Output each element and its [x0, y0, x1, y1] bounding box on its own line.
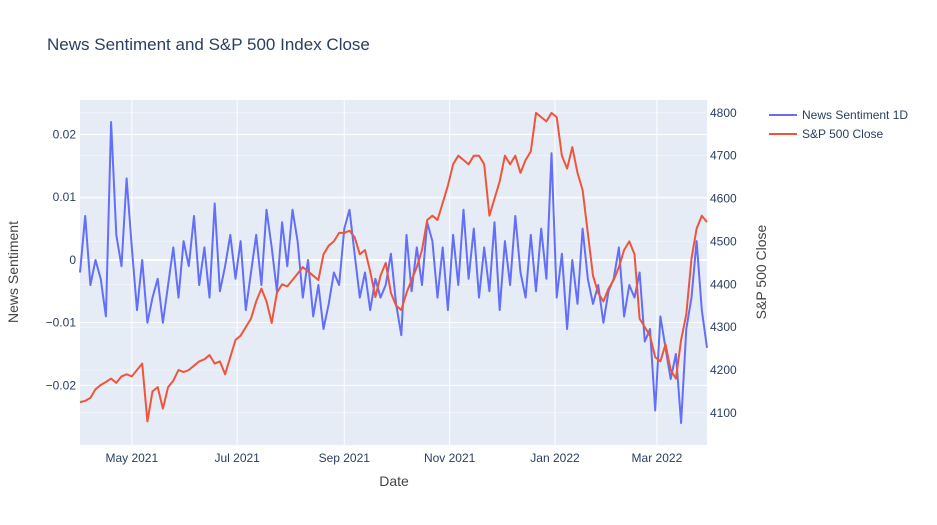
- series-line-news-sentiment-1d: [79, 121, 708, 424]
- x-axis-label: Date: [379, 473, 409, 489]
- series-layer: [79, 111, 708, 424]
- y-right-tick-label: 4600: [710, 192, 737, 206]
- x-tick-label: Jan 2022: [530, 451, 580, 465]
- y-right-tick-label: 4700: [710, 149, 737, 163]
- left-axis-ticks: 0.02 0.01 0 −0.01 −0.02: [46, 128, 77, 393]
- right-axis-ticks: 4800 4700 4600 4500 4400 4300 4200 4100: [710, 106, 737, 420]
- x-axis-ticks: May 2021 Jul 2021 Sep 2021 Nov 2021 Jan 2022…: [105, 451, 682, 465]
- y-left-tick-label: −0.02: [46, 378, 77, 392]
- y-left-tick-label: 0: [69, 253, 76, 267]
- legend-label-news-sentiment-1d: News Sentiment 1D: [802, 108, 908, 122]
- x-tick-label: Nov 2021: [424, 451, 476, 465]
- left-axis-label: News Sentiment: [5, 221, 21, 323]
- legend[interactable]: News Sentiment 1D S&P 500 Close: [769, 108, 908, 141]
- y-left-tick-label: 0.02: [53, 128, 77, 142]
- y-right-tick-label: 4400: [710, 277, 737, 291]
- legend-label-s-p-500-close: S&P 500 Close: [802, 127, 883, 141]
- right-axis-label: S&P 500 Close: [753, 224, 769, 319]
- y-left-tick-label: −0.01: [46, 316, 77, 330]
- x-tick-label: Jul 2021: [214, 451, 260, 465]
- y-right-tick-label: 4200: [710, 363, 737, 377]
- y-left-tick-label: 0.01: [53, 190, 77, 204]
- y-right-tick-label: 4500: [710, 234, 737, 248]
- chart-title: News Sentiment and S&P 500 Index Close: [47, 35, 370, 54]
- series-line-s-p-500-close: [79, 111, 708, 423]
- x-tick-label: Sep 2021: [319, 451, 371, 465]
- y-right-tick-label: 4100: [710, 406, 737, 420]
- x-tick-label: May 2021: [105, 451, 158, 465]
- x-tick-label: Mar 2022: [632, 451, 683, 465]
- y-right-tick-label: 4300: [710, 320, 737, 334]
- y-right-tick-label: 4800: [710, 106, 737, 120]
